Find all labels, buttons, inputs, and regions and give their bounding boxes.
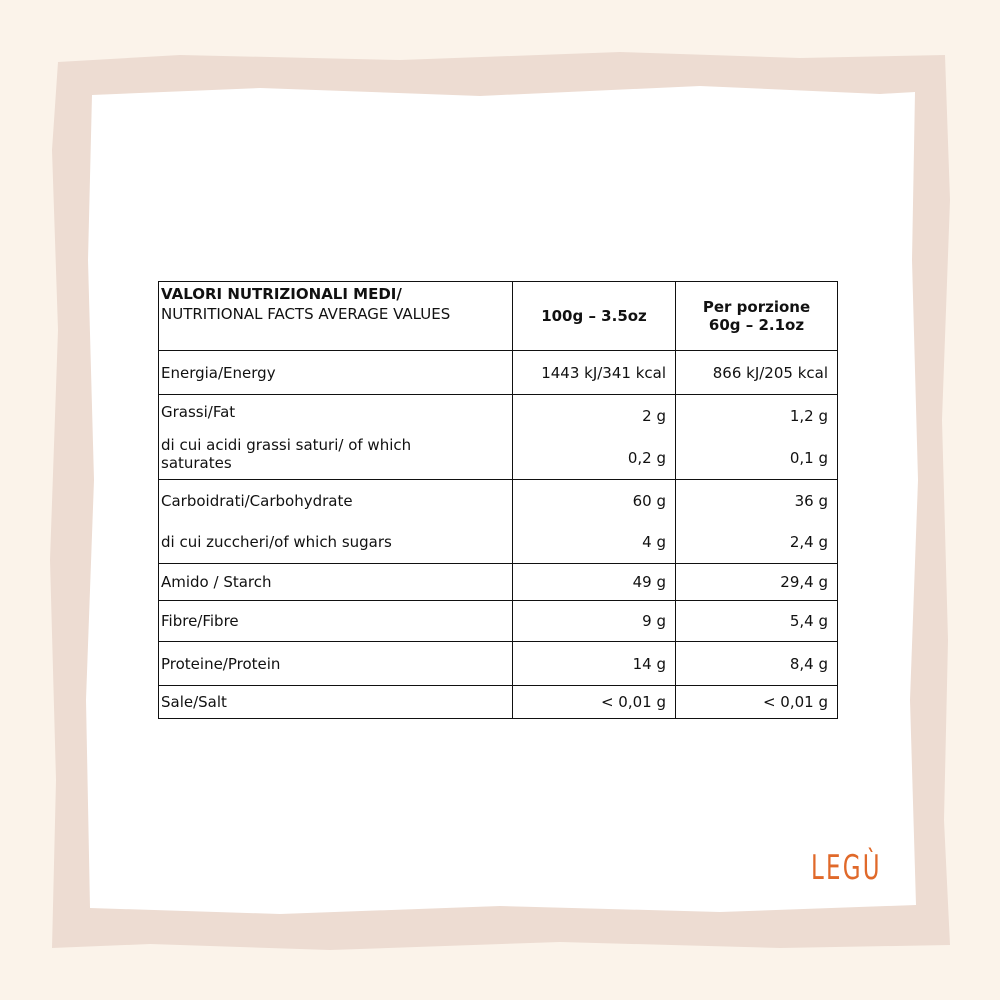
nutrient-value: 1,2 g: [789, 407, 828, 425]
cell: Grassi/Fat di cui acidi grassi saturi/ of…: [159, 395, 512, 479]
cell: 5,4 g: [675, 601, 837, 641]
row-group: Grassi/Fat di cui acidi grassi saturi/ of…: [159, 394, 837, 479]
cell: < 0,01 g: [512, 686, 675, 718]
cell: 1443 kJ/341 kcal: [512, 351, 675, 394]
nutrient-value: 14 g: [632, 654, 666, 673]
nutrient-label: di cui zuccheri/of which sugars: [161, 533, 392, 552]
nutrient-value: 1443 kJ/341 kcal: [541, 363, 666, 382]
nutrient-label: Proteine/Protein: [161, 654, 281, 673]
nutrient-label: Sale/Salt: [161, 693, 227, 711]
nutrient-value: 2 g: [642, 407, 666, 425]
nutrient-label: di cui acidi grassi saturi/ of which sat…: [161, 435, 412, 472]
nutrient-value: 8,4 g: [789, 654, 828, 673]
nutrient-label: Grassi/Fat: [161, 402, 236, 421]
nutrient-value: < 0,01 g: [762, 693, 828, 711]
cell: Proteine/Protein: [159, 642, 512, 685]
header-100g: 100g – 3.5oz: [541, 307, 647, 325]
cell: 36 g 2,4 g: [675, 480, 837, 563]
row-group: Fibre/Fibre 9 g 5,4 g: [159, 600, 837, 641]
header-row: VALORI NUTRIZIONALI MEDI/ NUTRITIONAL FA…: [159, 282, 837, 350]
header-portion: Per porzione: [702, 298, 811, 316]
row-group: Carboidrati/Carbohydrate di cui zuccheri/…: [159, 479, 837, 563]
cell: 8,4 g: [675, 642, 837, 685]
logo: LEGÙ: [811, 848, 882, 888]
cell: 2 g 0,2 g: [512, 395, 675, 479]
cell: Energia/Energy: [159, 351, 512, 394]
nutrient-value: 5,4 g: [789, 612, 828, 630]
nutrient-label: Amido / Starch: [161, 573, 272, 591]
nutrition-table: VALORI NUTRIZIONALI MEDI/ NUTRITIONAL FA…: [158, 281, 838, 719]
header-cell: VALORI NUTRIZIONALI MEDI/ NUTRITIONAL FA…: [159, 282, 512, 350]
header-title: VALORI NUTRIZIONALI MEDI/: [161, 285, 402, 303]
header-cell: 100g – 3.5oz: [512, 282, 675, 350]
nutrient-value: 60 g: [632, 491, 666, 510]
cell: 49 g: [512, 564, 675, 600]
nutrient-label: Fibre/Fibre: [161, 612, 239, 630]
nutrient-label: Carboidrati/Carbohydrate: [161, 491, 353, 510]
cell: 1,2 g 0,1 g: [675, 395, 837, 479]
nutrient-value: 29,4 g: [780, 573, 828, 591]
cell: 29,4 g: [675, 564, 837, 600]
nutrient-value: < 0,01 g: [600, 693, 666, 711]
cell: Carboidrati/Carbohydrate di cui zuccheri/…: [159, 480, 512, 563]
nutrient-value: 36 g: [794, 491, 828, 510]
cell: Amido / Starch: [159, 564, 512, 600]
row-group: Sale/Salt < 0,01 g < 0,01 g: [159, 685, 837, 718]
cell: 866 kJ/205 kcal: [675, 351, 837, 394]
header-subtitle: NUTRITIONAL FACTS AVERAGE VALUES: [161, 305, 451, 323]
header-portion: 60g – 2.1oz: [708, 316, 805, 334]
cell: 14 g: [512, 642, 675, 685]
cell: Fibre/Fibre: [159, 601, 512, 641]
header-cell: Per porzione 60g – 2.1oz: [675, 282, 837, 350]
nutrient-value: 2,4 g: [789, 533, 828, 552]
cell: Sale/Salt: [159, 686, 512, 718]
row-group: Proteine/Protein 14 g 8,4 g: [159, 641, 837, 685]
nutrient-value: 866 kJ/205 kcal: [712, 363, 828, 382]
nutrient-value: 49 g: [632, 573, 666, 591]
row-group: Amido / Starch 49 g 29,4 g: [159, 563, 837, 600]
cell: 60 g 4 g: [512, 480, 675, 563]
cell: 9 g: [512, 601, 675, 641]
nutrient-value: 0,2 g: [627, 449, 666, 467]
cell: < 0,01 g: [675, 686, 837, 718]
nutrient-value: 9 g: [642, 612, 666, 630]
nutrient-value: 4 g: [642, 533, 666, 552]
nutrient-label: Energia/Energy: [161, 363, 276, 382]
nutrient-value: 0,1 g: [789, 449, 828, 467]
row-group: Energia/Energy 1443 kJ/341 kcal 866 kJ/205…: [159, 350, 837, 394]
